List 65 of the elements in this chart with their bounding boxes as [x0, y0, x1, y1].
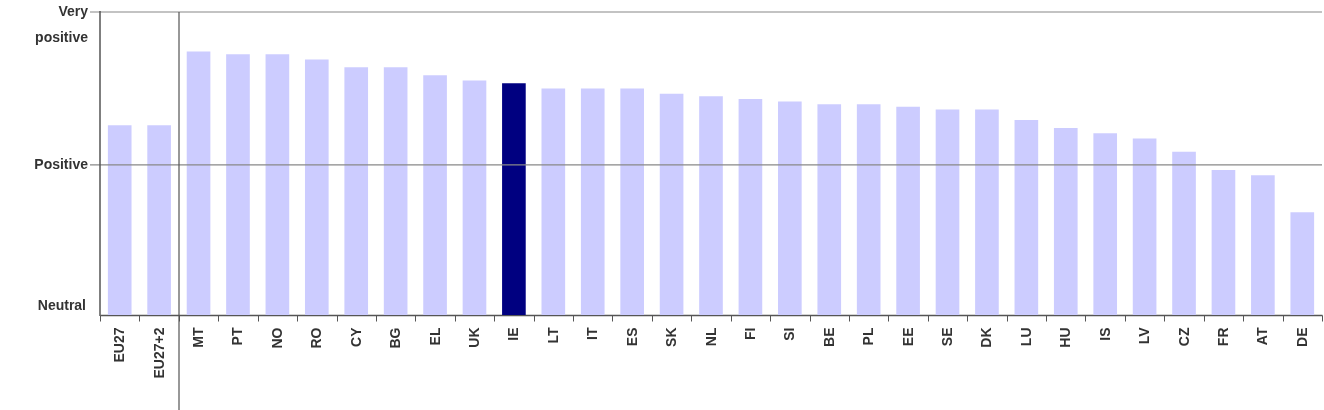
- bar: [896, 106, 920, 315]
- x-tick-label: LT: [544, 327, 561, 344]
- x-tick-label: SE: [939, 327, 956, 347]
- bar: [935, 109, 960, 315]
- x-tick-label: FR: [1214, 327, 1231, 347]
- x-tick-label: RO: [308, 327, 325, 349]
- bar: [580, 88, 605, 315]
- bar: [344, 67, 369, 315]
- bar: [147, 125, 171, 315]
- x-tick-label: EL: [426, 327, 443, 346]
- bar: [502, 83, 526, 315]
- x-tick-label: DE: [1293, 327, 1310, 347]
- bar: [659, 93, 684, 315]
- x-tick-label: EU27: [111, 327, 128, 363]
- bar: [1053, 127, 1078, 315]
- x-tick-label: PL: [860, 327, 877, 346]
- bar: [423, 75, 447, 315]
- x-tick-label: LU: [1017, 327, 1034, 347]
- bar: [738, 98, 763, 315]
- x-tick-label: NO: [268, 327, 285, 349]
- bar: [817, 104, 842, 315]
- bar: [383, 67, 408, 315]
- x-tick-label: HU: [1057, 327, 1074, 348]
- bar: [186, 51, 211, 315]
- x-tick-label: ES: [623, 327, 640, 347]
- bar: [304, 59, 329, 315]
- x-tick-label: CY: [347, 326, 364, 347]
- bar: [541, 88, 566, 315]
- x-tick-label: EU27+2: [150, 327, 167, 379]
- x-tick-label: IS: [1096, 327, 1113, 341]
- x-tick-label: CZ: [1175, 327, 1192, 347]
- x-tick-label: PT: [229, 327, 246, 346]
- bar: [265, 54, 290, 315]
- x-tick-label: LV: [1136, 326, 1153, 345]
- bar: [778, 101, 802, 315]
- bar: [1211, 170, 1236, 315]
- x-tick-label: SK: [663, 327, 680, 347]
- x-tick-label: UK: [465, 327, 482, 348]
- bar: [1251, 175, 1275, 315]
- x-tick-label: MT: [190, 327, 207, 348]
- x-tick-label: FI: [741, 327, 758, 340]
- bar: [1290, 212, 1315, 315]
- bar: [699, 96, 723, 315]
- x-tick-label: IE: [505, 327, 522, 341]
- bar: [856, 104, 881, 315]
- bar: [226, 54, 250, 315]
- x-tick-label: AT: [1254, 327, 1271, 346]
- bar: [107, 125, 132, 315]
- x-tick-label: DK: [978, 327, 995, 348]
- bar: [1093, 133, 1118, 315]
- x-tick-label: EE: [899, 327, 916, 347]
- bar: [1132, 138, 1157, 315]
- x-tick-label: BG: [387, 327, 404, 349]
- x-tick-label: BE: [820, 327, 837, 347]
- bar: [1014, 120, 1039, 315]
- x-tick-label: SI: [781, 327, 798, 341]
- bar: [462, 80, 487, 315]
- ref-line-label: Positive: [34, 155, 89, 172]
- bar: [975, 109, 999, 315]
- x-tick-label: NL: [702, 327, 719, 347]
- x-tick-label: IT: [584, 327, 601, 340]
- text: Neutral: [37, 297, 86, 313]
- ref-line-label: Very positive: [35, 3, 89, 45]
- bar: [1172, 151, 1196, 315]
- bar: [620, 88, 644, 315]
